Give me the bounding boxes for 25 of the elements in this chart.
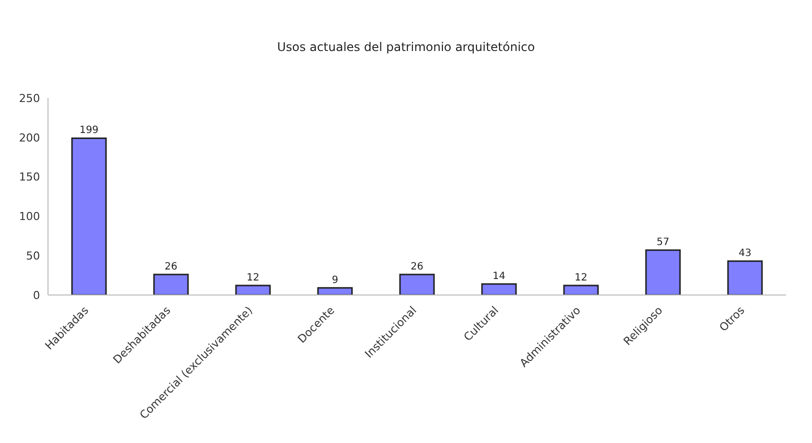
data-label: 57 <box>656 237 670 248</box>
bar <box>563 284 599 295</box>
data-label: 9 <box>332 274 338 286</box>
bar <box>71 137 107 295</box>
chart-title: Usos actuales del patrimonio arquitetónico <box>276 39 536 56</box>
y-tick-label: 200 <box>19 131 40 144</box>
bar <box>235 284 271 295</box>
bar <box>727 260 763 295</box>
y-tick-label: 50 <box>26 250 40 263</box>
y-tick-label: 100 <box>19 210 40 224</box>
y-tick-label: 0 <box>33 288 40 302</box>
bar <box>317 287 353 295</box>
data-label: 12 <box>246 272 260 284</box>
data-label: 43 <box>738 248 752 260</box>
y-tick-label: 250 <box>19 92 40 105</box>
bar <box>645 249 681 295</box>
data-label: 199 <box>79 125 99 136</box>
bar <box>399 274 435 295</box>
bar <box>481 283 517 295</box>
data-label: 14 <box>492 270 506 282</box>
bar <box>153 274 189 295</box>
data-label: 26 <box>410 262 424 273</box>
data-label: 26 <box>164 262 178 273</box>
data-label: 12 <box>574 272 588 284</box>
y-tick-label: 150 <box>19 170 40 184</box>
